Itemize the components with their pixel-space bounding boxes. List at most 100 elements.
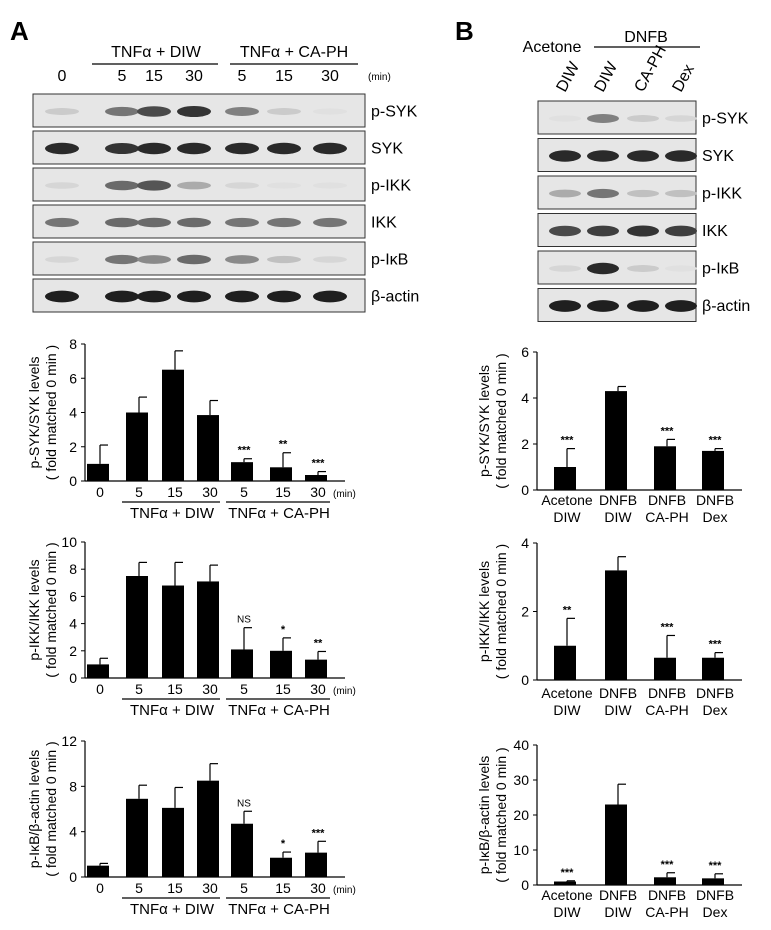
- blot-band: [225, 142, 259, 155]
- blot-band: [45, 108, 79, 115]
- blot-band: [549, 150, 581, 162]
- blot-band: [313, 256, 347, 263]
- bar: [270, 857, 292, 877]
- bar: [702, 450, 724, 490]
- blot-band: [105, 254, 139, 265]
- blot-band: [45, 256, 79, 263]
- bar: [87, 463, 109, 481]
- group-label-acetone: Acetone: [523, 39, 582, 56]
- blot-band: [137, 142, 171, 155]
- blot-band: [177, 181, 211, 190]
- y-tick-label: 10: [513, 842, 529, 858]
- blot-band: [627, 265, 659, 272]
- bar: [605, 391, 627, 490]
- y-tick-label: 2: [521, 436, 529, 452]
- panel-b-western-blots: p-SYK SYK p-IKK IKK p-IκB β-actin: [537, 100, 750, 322]
- bar: [654, 446, 676, 490]
- x-tick-label: Acetone: [541, 685, 593, 701]
- bar: [702, 878, 724, 885]
- significance-label: ***: [312, 458, 326, 470]
- y-tick-label: 6: [521, 344, 529, 360]
- x-tick-label: 5: [135, 484, 143, 500]
- blot-band: [627, 150, 659, 162]
- x-tick-label: 15: [275, 681, 291, 697]
- blot-label: IKK: [702, 223, 728, 240]
- y-axis-label: p-IκB/β-actin levels: [476, 756, 492, 875]
- x-tick-label: DNFB: [648, 685, 686, 701]
- y-axis-label: p-IKK/IKK levels: [476, 561, 492, 662]
- x-tick-label: 30: [202, 681, 218, 697]
- blot-band: [549, 189, 581, 198]
- y-tick-label: 6: [69, 588, 77, 604]
- blot-band: [177, 142, 211, 155]
- x-tick-label-sub: Dex: [703, 702, 728, 718]
- blot-band: [177, 105, 211, 118]
- blot-unit-label: (min): [368, 72, 391, 83]
- significance-label: ***: [238, 445, 252, 457]
- blot-band: [177, 217, 211, 228]
- x-tick-label: Acetone: [541, 887, 593, 903]
- blot-band: [587, 114, 619, 123]
- blot-label: IKK: [371, 215, 397, 232]
- significance-label: ***: [312, 827, 326, 839]
- x-group-label: TNFα + CA-PH: [228, 505, 330, 522]
- blot-band: [627, 115, 659, 122]
- significance-label: ***: [561, 435, 575, 447]
- blot-band: [665, 189, 697, 198]
- y-tick-label: 4: [69, 405, 77, 421]
- blot-band: [587, 225, 619, 237]
- x-tick-label: 30: [202, 484, 218, 500]
- blot-band: [225, 290, 259, 303]
- bar: [197, 581, 219, 678]
- x-tick-label: DNFB: [599, 685, 637, 701]
- x-tick-label-sub: CA-PH: [645, 702, 689, 718]
- blot-band: [105, 290, 139, 303]
- blot-lane-label: 15: [275, 68, 293, 85]
- bar: [162, 585, 184, 678]
- blot-band: [313, 217, 347, 228]
- blot-band: [549, 115, 581, 122]
- blot-band: [665, 300, 697, 312]
- chart-a-pikb: 0 4 8 12 p-IκB/β-actin levels( fold matched …: [26, 733, 356, 918]
- blot-band: [105, 180, 139, 191]
- bar: [554, 645, 576, 680]
- blot-band: [105, 142, 139, 155]
- blot-band: [45, 142, 79, 155]
- significance-label: ***: [561, 867, 575, 879]
- y-axis-label-sub: ( fold matched 0 min ): [43, 741, 59, 876]
- y-tick-label: 8: [69, 336, 77, 352]
- blot-band: [587, 262, 619, 275]
- x-tick-label-sub: CA-PH: [645, 509, 689, 525]
- x-unit-label: (min): [333, 885, 356, 896]
- x-tick-label: 0: [96, 880, 104, 896]
- blot-band: [177, 290, 211, 303]
- x-tick-label: DNFB: [696, 492, 734, 508]
- bar: [605, 570, 627, 680]
- blot-band: [627, 225, 659, 237]
- blot-lane-label: Dex: [670, 62, 698, 95]
- blot-label: β-actin: [371, 289, 419, 306]
- blot-band: [45, 182, 79, 189]
- x-tick-label: 30: [310, 484, 326, 500]
- y-tick-label: 0: [521, 877, 529, 893]
- x-tick-label: 30: [202, 880, 218, 896]
- x-tick-label: 30: [310, 681, 326, 697]
- blot-band: [587, 188, 619, 199]
- significance-label: ***: [661, 859, 675, 871]
- x-tick-label-sub: DIW: [604, 702, 632, 718]
- x-tick-label-sub: Dex: [703, 509, 728, 525]
- significance-label: **: [314, 637, 323, 649]
- x-tick-label-sub: Dex: [703, 904, 728, 920]
- significance-label: *: [281, 624, 286, 636]
- x-group-label: TNFα + DIW: [130, 505, 215, 522]
- blot-label: SYK: [702, 148, 734, 165]
- bar: [270, 467, 292, 481]
- blot-band: [267, 108, 301, 115]
- blot-band: [665, 115, 697, 122]
- significance-label: NS: [237, 615, 251, 626]
- bar: [87, 865, 109, 877]
- blot-lane-label: 5: [118, 68, 127, 85]
- y-tick-label: 4: [69, 616, 77, 632]
- bar: [305, 475, 327, 481]
